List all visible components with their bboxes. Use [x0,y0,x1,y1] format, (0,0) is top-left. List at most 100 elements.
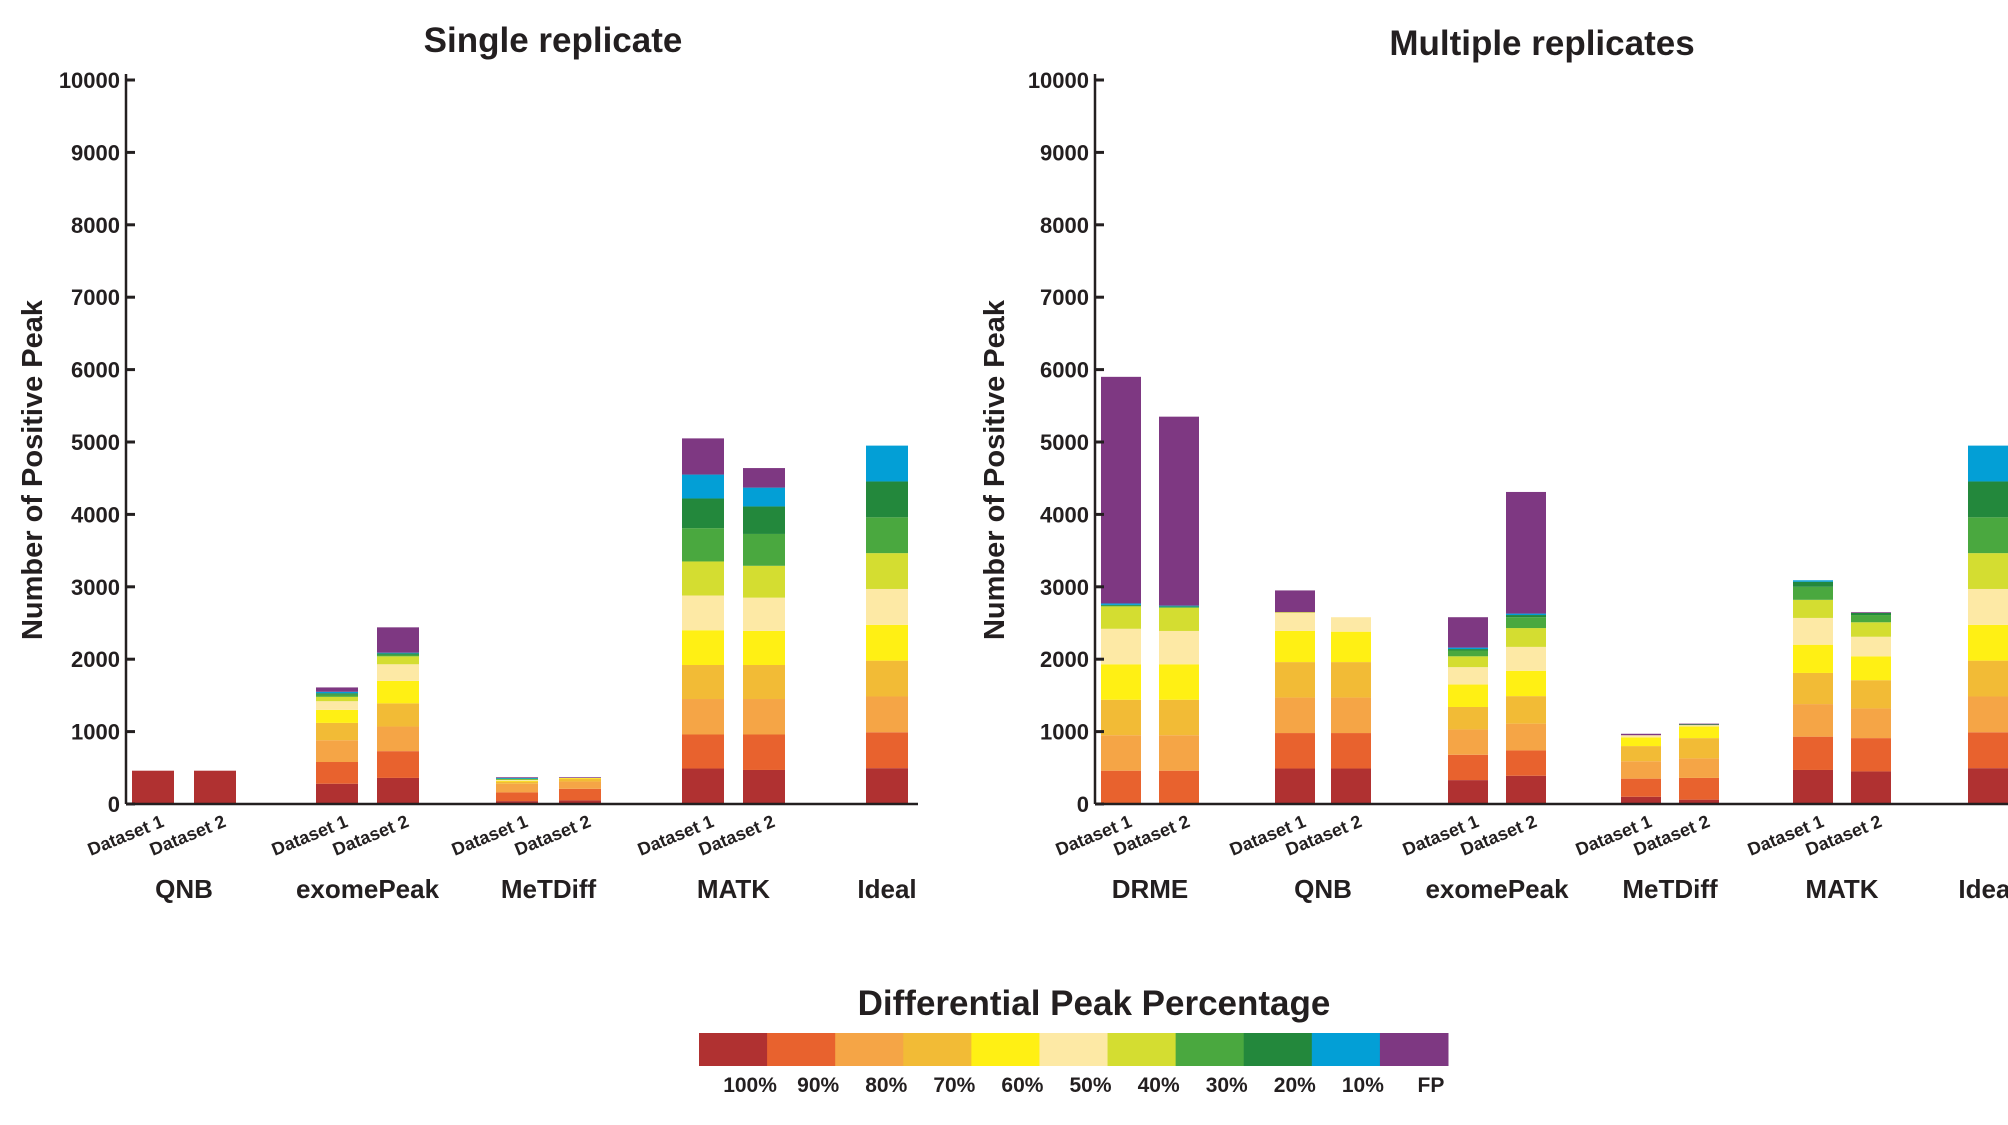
bar-segment-fp [1621,733,1661,736]
legend-label: 50% [1070,1074,1112,1097]
bar-segment-100pct [866,768,908,804]
bar-segment-50pct [1331,617,1371,632]
bar-segment-100pct [682,768,724,804]
y-tick-label: 2000 [71,647,120,672]
bar-segment-60pct [1968,624,2008,661]
y-tick-label: 0 [108,792,120,817]
bar-segment-40pct [1101,606,1141,629]
bar-segment-50pct [496,780,538,781]
bar-segment-80pct [682,699,724,735]
bar-segment-100pct [1275,768,1315,804]
legend-swatch-90pct [767,1033,836,1066]
stacked-bar [559,777,601,804]
bar-segment-80pct [1448,729,1488,755]
right-chart-title: Multiple replicates [1389,24,1694,63]
bar-segment-90pct [1159,770,1199,804]
bar-segment-70pct [496,781,538,784]
bar-segment-80pct [1679,758,1719,778]
group-label: exomePeak [1425,874,1569,904]
bar-segment-50pct [682,595,724,631]
bar-segment-70pct [1331,662,1371,698]
group-label: QNB [155,874,213,904]
y-tick-label: 9000 [71,140,120,165]
bar-segment-80pct [1331,697,1371,734]
bar-segment-100pct [377,777,419,804]
bar-segment-70pct [682,664,724,700]
bar-segment-70pct [1448,706,1488,730]
bar-segment-20pct [1679,724,1719,726]
bar-segment-90pct [1448,754,1488,781]
bar-segment-20pct [1101,604,1141,606]
bar-segment-20pct [1448,649,1488,651]
bar-segment-10pct [866,445,908,482]
bar-segment-20pct [316,693,358,695]
bar-segment-30pct [1159,607,1199,608]
bar-segment-50pct [866,588,908,625]
right-y-axis-label: Number of Positive Peak [979,299,1011,640]
bar-segment-70pct [377,703,419,727]
bar-segment-70pct [743,664,785,700]
bar-segment-30pct [1793,586,1833,600]
bar-segment-90pct [866,732,908,769]
stacked-bar [194,770,236,804]
group-label: Ideal [857,874,916,904]
bar-segment-40pct [1793,599,1833,618]
bar-segment-60pct [866,624,908,661]
bar-segment-fp [316,687,358,692]
bar-segment-10pct [316,691,358,694]
y-tick-label: 7000 [1040,285,1089,310]
legend-swatch-70pct [903,1033,972,1066]
stacked-bar [682,438,724,804]
bar-segment-90pct [559,788,601,801]
bar-segment-20pct [377,653,419,655]
bar-segment-100pct [1621,796,1661,804]
bar-segment-60pct [682,630,724,665]
y-tick-label: 0 [1077,792,1089,817]
bar-segment-40pct [1159,607,1199,631]
bar-segment-100pct [1506,775,1546,804]
bar-segment-100pct [559,800,601,804]
bar-segment-100pct [1331,768,1371,804]
bar-segment-10pct [1968,445,2008,482]
bar-segment-100pct [1851,771,1891,804]
bar-segment-90pct [1331,733,1371,769]
bar-segment-fp [1448,617,1488,648]
bar-segment-fp [1159,416,1199,606]
bar-segment-60pct [559,777,601,779]
bar-segment-30pct [866,517,908,554]
legend-swatch-40pct [1107,1033,1177,1066]
bar-segment-80pct [1851,708,1891,739]
bar-segment-50pct [1679,725,1719,727]
stacked-bar [316,687,358,804]
bar-segment-10pct [496,777,538,779]
bar-segment-20pct [1793,581,1833,587]
bar-segment-10pct [377,652,419,654]
group-label: MATK [697,874,770,904]
left-y-axis-label: Number of Positive Peak [17,299,49,640]
bar-segment-40pct [377,656,419,665]
group-label: exomePeak [296,874,440,904]
bar-segment-80pct [743,699,785,735]
bar-segment-50pct [1621,735,1661,738]
legend-label: 90% [797,1074,839,1097]
bar-segment-80pct [1275,697,1315,734]
legend-label: 80% [865,1074,907,1097]
legend-label: 20% [1274,1074,1316,1097]
bar-segment-30pct [1968,517,2008,554]
legend-swatch-fp [1379,1033,1449,1066]
bar-segment-50pct [1448,667,1488,685]
group-label: DRME [1112,874,1189,904]
bar-segment-50pct [1159,630,1199,665]
bar-segment-90pct [316,762,358,784]
legend-swatch-10pct [1311,1033,1381,1066]
bar-segment-60pct [1101,664,1141,700]
stacked-bar [1621,733,1661,804]
y-tick-label: 10000 [1028,68,1089,93]
y-tick-label: 6000 [71,358,120,383]
bar-segment-50pct [1275,612,1315,631]
bar-segment-40pct [1968,553,2008,589]
stacked-bar [1101,376,1141,804]
y-tick-label: 1000 [71,720,120,745]
